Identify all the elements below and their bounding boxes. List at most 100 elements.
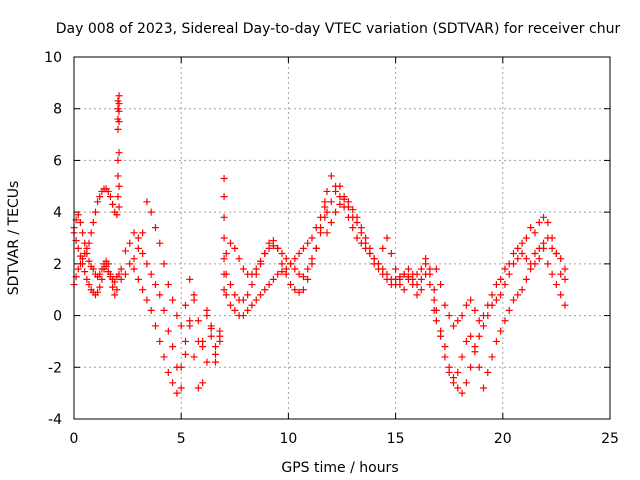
data-point <box>383 234 391 242</box>
data-point <box>510 250 518 258</box>
data-point <box>115 270 123 278</box>
data-point <box>147 270 155 278</box>
y-axis-label: SDTVAR / TECUs <box>6 181 22 296</box>
data-point <box>79 229 87 237</box>
data-point <box>540 213 548 221</box>
data-point <box>194 317 202 325</box>
data-point <box>156 239 164 247</box>
x-tick-label: 15 <box>387 431 405 447</box>
data-point <box>96 283 104 291</box>
data-point <box>454 384 462 392</box>
data-point <box>299 286 307 294</box>
data-point <box>557 270 565 278</box>
data-point <box>501 281 509 289</box>
x-axis-label: GPS time / hours <box>281 460 398 476</box>
data-point <box>203 358 211 366</box>
data-point <box>548 270 556 278</box>
data-point <box>274 270 282 278</box>
data-point <box>458 389 466 397</box>
data-point <box>76 218 84 226</box>
data-point <box>409 281 417 289</box>
data-point <box>548 234 556 242</box>
data-point <box>220 213 228 221</box>
data-point <box>160 353 168 361</box>
data-point <box>115 107 123 115</box>
data-point <box>327 172 335 180</box>
data-point <box>518 250 526 258</box>
data-point <box>454 368 462 376</box>
data-point <box>257 291 265 299</box>
data-point <box>413 291 421 299</box>
data-point <box>287 260 295 268</box>
data-point <box>231 306 239 314</box>
chart-title: Day 008 of 2023, Sidereal Day-to-day VTE… <box>56 21 621 37</box>
data-point <box>552 281 560 289</box>
data-point <box>492 337 500 345</box>
data-point <box>304 239 312 247</box>
data-point <box>510 296 518 304</box>
data-point <box>160 260 168 268</box>
y-tick-label: 0 <box>53 309 62 325</box>
data-point <box>126 239 134 247</box>
data-point <box>181 350 189 358</box>
data-point <box>449 374 457 382</box>
data-point <box>336 200 344 208</box>
data-point <box>458 353 466 361</box>
data-point <box>561 275 569 283</box>
data-point <box>94 288 102 296</box>
data-point <box>480 384 488 392</box>
data-point <box>557 291 565 299</box>
data-point <box>379 270 387 278</box>
data-point <box>561 265 569 273</box>
data-point <box>492 281 500 289</box>
data-point <box>522 255 530 263</box>
y-tick-label: 10 <box>44 50 62 66</box>
data-point <box>432 306 440 314</box>
data-point <box>104 187 112 195</box>
data-point <box>467 332 475 340</box>
data-point <box>370 255 378 263</box>
data-point <box>160 306 168 314</box>
data-point <box>130 265 138 273</box>
data-point <box>514 255 522 263</box>
data-point <box>239 296 247 304</box>
data-point <box>212 358 220 366</box>
data-point <box>426 281 434 289</box>
data-point <box>291 255 299 263</box>
data-point <box>518 239 526 247</box>
data-point <box>126 260 134 268</box>
data-point <box>278 250 286 258</box>
x-tick-label: 0 <box>70 431 79 447</box>
data-point <box>113 286 121 294</box>
data-point <box>374 260 382 268</box>
y-tick-label: -4 <box>48 412 62 428</box>
data-point <box>203 306 211 314</box>
data-point <box>111 278 119 286</box>
data-point <box>323 187 331 195</box>
data-point <box>392 265 400 273</box>
data-points <box>70 92 569 397</box>
data-point <box>109 200 117 208</box>
data-point <box>244 306 252 314</box>
data-point <box>139 229 147 237</box>
data-point <box>462 379 470 387</box>
data-point <box>467 363 475 371</box>
data-point <box>212 350 220 358</box>
data-point <box>106 193 114 201</box>
data-point <box>353 234 361 242</box>
data-point <box>417 265 425 273</box>
data-point <box>143 260 151 268</box>
data-point <box>115 92 123 100</box>
data-point <box>207 332 215 340</box>
data-point <box>462 337 470 345</box>
data-point <box>304 265 312 273</box>
data-point <box>130 229 138 237</box>
data-point <box>74 265 82 273</box>
data-point <box>222 291 230 299</box>
data-point <box>115 203 123 211</box>
data-point <box>561 301 569 309</box>
data-point <box>261 250 269 258</box>
data-point <box>514 291 522 299</box>
data-point <box>400 270 408 278</box>
y-tick-label: 2 <box>53 257 62 273</box>
